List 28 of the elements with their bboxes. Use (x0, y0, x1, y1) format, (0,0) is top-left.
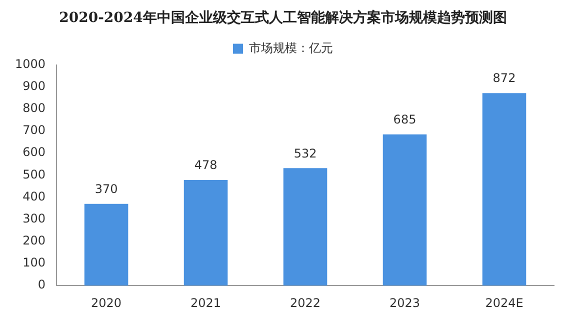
x-tick-label: 2024E (485, 296, 524, 310)
y-tick-label: 1000 (14, 56, 46, 71)
data-label: 872 (492, 71, 516, 86)
x-tick-label: 2021 (190, 296, 222, 310)
bar (283, 168, 328, 286)
data-label: 370 (94, 182, 118, 196)
chart-title: 2020-2024年中国企业级交互式人工智能解决方案市场规模趋势预测图 (59, 9, 507, 26)
data-label: 532 (294, 146, 317, 160)
data-label: 685 (393, 112, 416, 126)
y-tick-label: 800 (22, 101, 46, 116)
bar (184, 180, 228, 286)
x-tick-label: 2020 (91, 296, 122, 310)
bar (382, 134, 427, 286)
x-tick-label: 2022 (290, 296, 321, 310)
data-label: 478 (194, 158, 218, 172)
y-tick-label: 300 (22, 211, 46, 226)
y-tick-label: 700 (22, 123, 46, 138)
bar (482, 93, 526, 286)
y-tick-label: 900 (22, 79, 46, 94)
legend-label: 市场规模：亿元 (249, 40, 333, 55)
y-tick-label: 0 (38, 278, 46, 292)
y-tick-label: 200 (22, 234, 46, 248)
y-tick-label: 100 (22, 256, 46, 270)
y-tick-label: 600 (22, 145, 46, 160)
y-tick-label: 500 (22, 167, 46, 182)
y-tick-label: 400 (22, 189, 46, 204)
bar (84, 204, 128, 286)
x-tick-label: 2023 (389, 296, 420, 310)
